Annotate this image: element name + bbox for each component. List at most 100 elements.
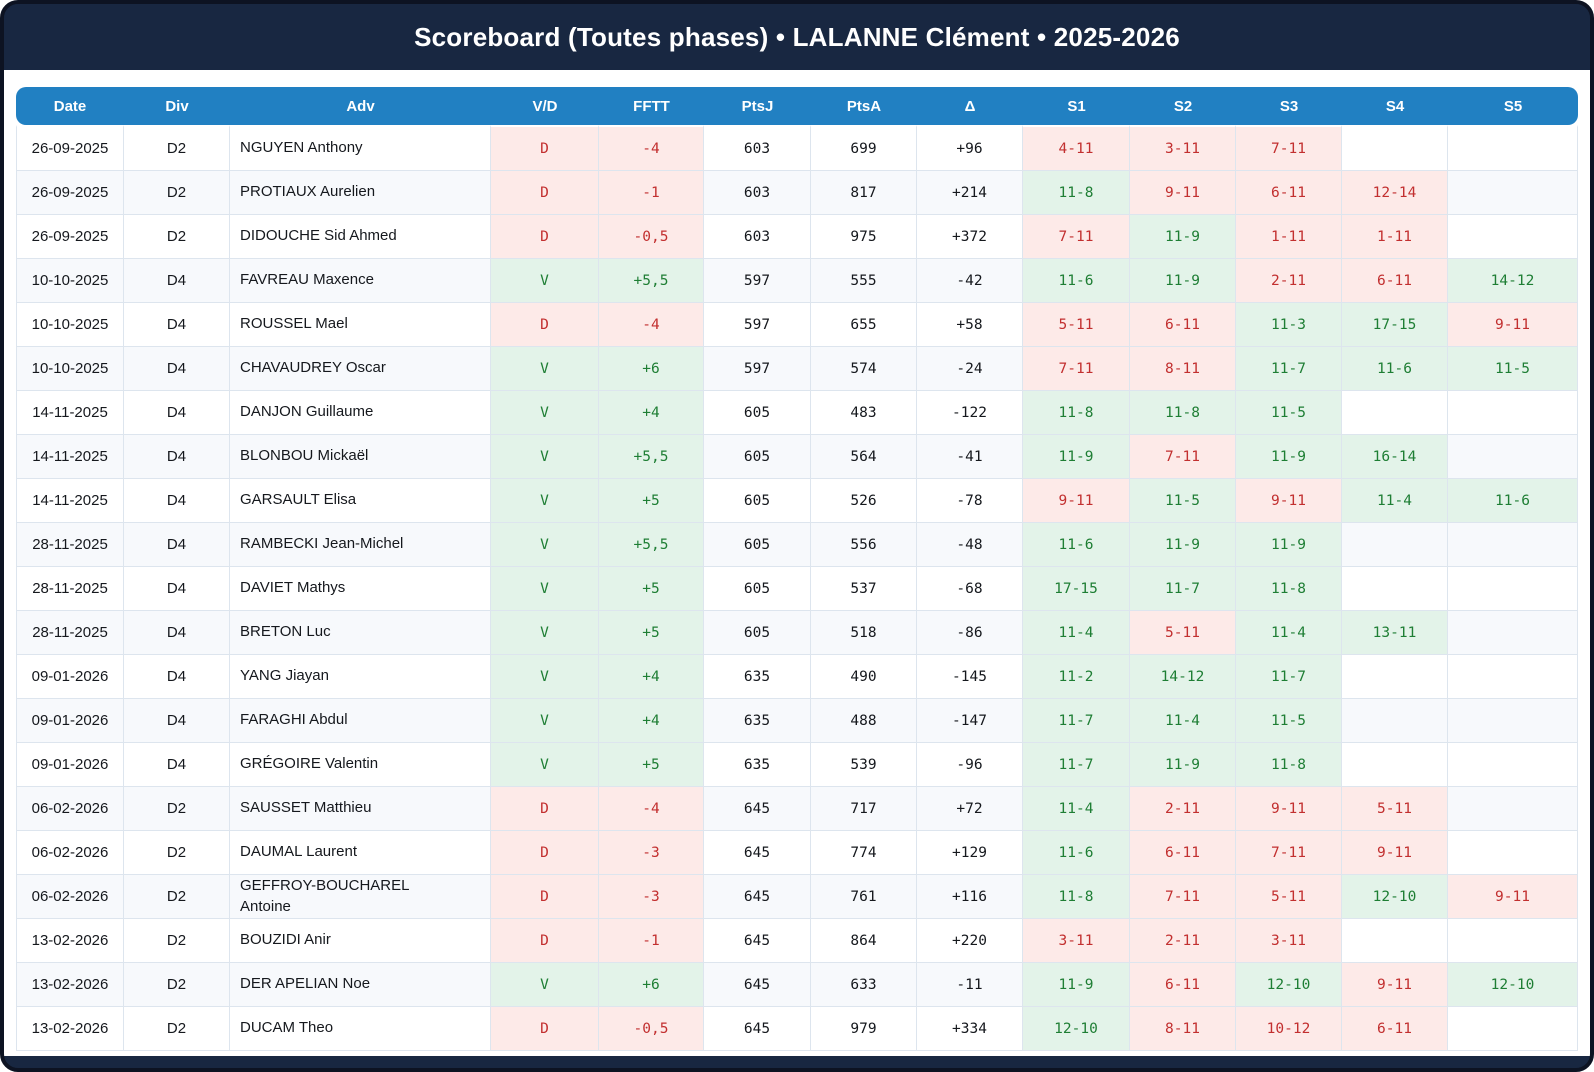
cell-set-s3: 9-11 <box>1236 479 1342 523</box>
cell-delta: +214 <box>917 171 1023 215</box>
cell-set-s3: 11-5 <box>1236 699 1342 743</box>
cell-ptsa: 518 <box>811 611 917 655</box>
footer-strip <box>4 1056 1590 1068</box>
cell-set-s2: 2-11 <box>1130 787 1236 831</box>
cell-ptsj: 635 <box>704 743 811 787</box>
cell-delta: +58 <box>917 303 1023 347</box>
column-header-s2: S2 <box>1130 87 1236 125</box>
cell-adv: CHAVAUDREY Oscar <box>230 347 491 391</box>
cell-ptsj: 645 <box>704 875 811 919</box>
cell-ptsa: 574 <box>811 347 917 391</box>
cell-div: D4 <box>124 259 230 303</box>
cell-adv: FARAGHI Abdul <box>230 699 491 743</box>
cell-vd: V <box>491 963 599 1007</box>
column-header-s5: S5 <box>1448 87 1578 125</box>
cell-delta: -147 <box>917 699 1023 743</box>
cell-delta: -86 <box>917 611 1023 655</box>
cell-date: 28-11-2025 <box>16 567 124 611</box>
cell-fftt: +4 <box>599 699 704 743</box>
cell-fftt: +6 <box>599 963 704 1007</box>
cell-set-s1: 11-6 <box>1023 831 1130 875</box>
table-row: 09-01-2026 D4 GRÉGOIRE Valentin V +5 635 539 -9… <box>16 743 1578 787</box>
table-row: 28-11-2025 D4 DAVIET Mathys V +5 605 537 -68 17-… <box>16 567 1578 611</box>
cell-set-s5 <box>1448 215 1578 259</box>
cell-vd: V <box>491 259 599 303</box>
cell-set-s2: 6-11 <box>1130 963 1236 1007</box>
cell-vd: D <box>491 919 599 963</box>
cell-set-s1: 7-11 <box>1023 215 1130 259</box>
cell-set-s3: 6-11 <box>1236 171 1342 215</box>
table-row: 13-02-2026 D2 BOUZIDI Anir D -1 645 864 +220 3-1… <box>16 919 1578 963</box>
cell-delta: +220 <box>917 919 1023 963</box>
cell-set-s1: 11-9 <box>1023 435 1130 479</box>
cell-date: 13-02-2026 <box>16 919 124 963</box>
cell-set-s1: 11-7 <box>1023 743 1130 787</box>
cell-adv: NGUYEN Anthony <box>230 125 491 171</box>
cell-fftt: -4 <box>599 787 704 831</box>
column-header-row: Date Div Adv V/D FFTT PtsJ PtsA Δ S1 S2 S3 S4 S5 <box>16 87 1578 125</box>
title-bar: Scoreboard (Toutes phases) • LALANNE Clé… <box>4 4 1590 70</box>
column-header-div: Div <box>124 87 230 125</box>
cell-set-s4: 12-10 <box>1342 875 1448 919</box>
cell-set-s2: 2-11 <box>1130 919 1236 963</box>
cell-set-s5 <box>1448 1007 1578 1051</box>
cell-fftt: -1 <box>599 171 704 215</box>
cell-div: D2 <box>124 125 230 171</box>
cell-set-s5: 14-12 <box>1448 259 1578 303</box>
cell-set-s4: 16-14 <box>1342 435 1448 479</box>
cell-set-s1: 3-11 <box>1023 919 1130 963</box>
cell-ptsa: 526 <box>811 479 917 523</box>
cell-delta: +372 <box>917 215 1023 259</box>
cell-set-s2: 11-8 <box>1130 391 1236 435</box>
cell-set-s3: 11-9 <box>1236 435 1342 479</box>
cell-adv: GRÉGOIRE Valentin <box>230 743 491 787</box>
cell-set-s3: 11-8 <box>1236 567 1342 611</box>
cell-vd: D <box>491 875 599 919</box>
table-row: 14-11-2025 D4 BLONBOU Mickaël V +5,5 605 564 -4… <box>16 435 1578 479</box>
cell-set-s4: 9-11 <box>1342 963 1448 1007</box>
cell-set-s4: 6-11 <box>1342 1007 1448 1051</box>
cell-div: D4 <box>124 567 230 611</box>
table-row: 26-09-2025 D2 NGUYEN Anthony D -4 603 699 +96 4-… <box>16 125 1578 171</box>
cell-ptsa: 975 <box>811 215 917 259</box>
cell-set-s1: 11-8 <box>1023 391 1130 435</box>
cell-vd: D <box>491 1007 599 1051</box>
table-row: 28-11-2025 D4 BRETON Luc V +5 605 518 -86 11-4 5-… <box>16 611 1578 655</box>
cell-ptsa: 490 <box>811 655 917 699</box>
cell-set-s5: 11-5 <box>1448 347 1578 391</box>
cell-set-s2: 11-4 <box>1130 699 1236 743</box>
cell-set-s2: 11-9 <box>1130 215 1236 259</box>
cell-set-s1: 11-7 <box>1023 699 1130 743</box>
table-row: 09-01-2026 D4 FARAGHI Abdul V +4 635 488 -147 11… <box>16 699 1578 743</box>
cell-div: D4 <box>124 391 230 435</box>
cell-ptsj: 645 <box>704 919 811 963</box>
cell-delta: -122 <box>917 391 1023 435</box>
table-row: 14-11-2025 D4 GARSAULT Elisa V +5 605 526 -78 9-… <box>16 479 1578 523</box>
cell-fftt: -1 <box>599 919 704 963</box>
cell-set-s4: 17-15 <box>1342 303 1448 347</box>
cell-adv: ROUSSEL Mael <box>230 303 491 347</box>
cell-fftt: +5 <box>599 611 704 655</box>
cell-set-s5: 12-10 <box>1448 963 1578 1007</box>
cell-adv: DAUMAL Laurent <box>230 831 491 875</box>
cell-set-s5 <box>1448 125 1578 171</box>
cell-adv: DIDOUCHE Sid Ahmed <box>230 215 491 259</box>
cell-delta: -96 <box>917 743 1023 787</box>
cell-adv: GEFFROY-BOUCHAREL Antoine <box>230 875 491 919</box>
cell-set-s1: 12-10 <box>1023 1007 1130 1051</box>
cell-set-s2: 8-11 <box>1130 1007 1236 1051</box>
cell-vd: D <box>491 787 599 831</box>
cell-fftt: +4 <box>599 655 704 699</box>
cell-set-s3: 11-4 <box>1236 611 1342 655</box>
cell-ptsa: 774 <box>811 831 917 875</box>
column-header-s4: S4 <box>1342 87 1448 125</box>
cell-set-s3: 11-5 <box>1236 391 1342 435</box>
cell-div: D4 <box>124 435 230 479</box>
cell-adv: BLONBOU Mickaël <box>230 435 491 479</box>
cell-div: D4 <box>124 611 230 655</box>
table-row: 06-02-2026 D2 GEFFROY-BOUCHAREL Antoine D -3… <box>16 875 1578 919</box>
cell-delta: -11 <box>917 963 1023 1007</box>
cell-ptsa: 655 <box>811 303 917 347</box>
cell-ptsj: 635 <box>704 655 811 699</box>
cell-vd: V <box>491 567 599 611</box>
